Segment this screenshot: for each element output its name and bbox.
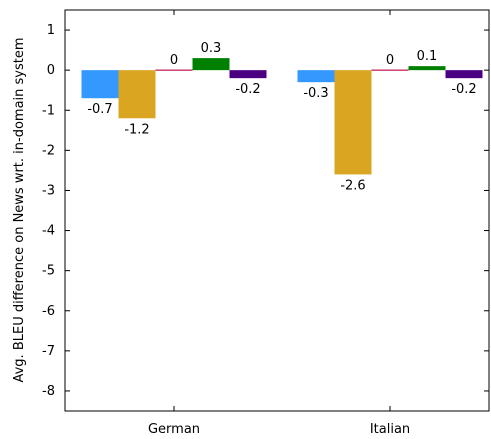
bar-data-label: -2.6 [340, 178, 365, 193]
y-tick-label: -3 [42, 183, 55, 198]
bar-data-label: -0.7 [87, 102, 112, 117]
y-tick-label: 1 [47, 23, 55, 38]
bar [155, 69, 193, 71]
bar [371, 69, 409, 71]
bar-data-label: -1.2 [124, 122, 149, 137]
bar-data-label: -0.2 [235, 82, 260, 97]
x-tick-label: German [148, 422, 200, 437]
bar-data-label: 0.3 [201, 41, 222, 56]
plot-area: 1 0 -1 -2 -3 -4 -5 -6 -7 -8 -0.7 -1.2 0 0.3 -0.2 German… [42, 9, 490, 437]
y-tick-label: 0 [47, 63, 55, 78]
bar-data-label: 0.1 [417, 49, 438, 64]
y-tick-label: -2 [42, 143, 55, 158]
plot-frame [64, 9, 490, 412]
bar-data-label: 0 [170, 53, 178, 68]
y-tick-label: -1 [42, 103, 55, 118]
x-tick-label: Italian [370, 422, 410, 437]
y-axis-title: Avg. BLEU difference on News wrt. in-dom… [12, 37, 27, 382]
bar-data-label: -0.2 [451, 82, 476, 97]
y-tick-label: -4 [42, 224, 55, 239]
bar [445, 70, 483, 79]
bar [334, 70, 372, 175]
y-tick-label: -5 [42, 264, 55, 279]
y-tick-label: -8 [42, 384, 55, 399]
y-tick-label: -6 [42, 304, 55, 319]
bar [297, 70, 335, 83]
bar [118, 70, 156, 119]
bar [192, 58, 230, 71]
y-tick-label: -7 [42, 344, 55, 359]
bar-data-label: 0 [386, 53, 394, 68]
bar [408, 66, 446, 71]
bar-data-label: -0.3 [303, 86, 328, 101]
bar [81, 70, 119, 99]
bar [229, 70, 267, 79]
